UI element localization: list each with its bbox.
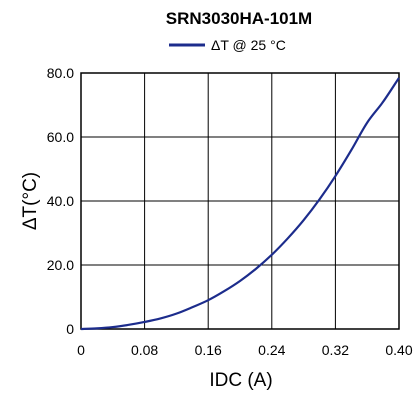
y-tick-label: 20.0 bbox=[47, 257, 74, 273]
y-tick-labels: 0 20.0 40.0 60.0 80.0 bbox=[47, 65, 74, 337]
x-tick-label: 0.32 bbox=[322, 342, 349, 358]
y-tick-label: 40.0 bbox=[47, 193, 74, 209]
grid bbox=[80, 72, 400, 330]
x-tick-label: 0.24 bbox=[258, 342, 285, 358]
legend-label: ΔT @ 25 °C bbox=[211, 37, 286, 53]
x-tick-label: 0.08 bbox=[131, 342, 158, 358]
x-tick-label: 0.16 bbox=[195, 342, 222, 358]
x-tick-label: 0.40 bbox=[385, 342, 412, 358]
y-tick-label: 60.0 bbox=[47, 129, 74, 145]
x-axis-label: IDC (A) bbox=[209, 370, 272, 391]
plot-frame bbox=[80, 72, 400, 330]
chart-title: SRN3030HA-101M bbox=[166, 9, 312, 28]
x-tick-label: 0 bbox=[77, 342, 85, 358]
y-axis-label: ΔT(°C) bbox=[20, 172, 41, 230]
y-tick-label: 0 bbox=[66, 321, 74, 337]
x-tick-labels: 0 0.08 0.16 0.24 0.32 0.40 bbox=[77, 342, 413, 358]
legend: ΔT @ 25 °C bbox=[169, 37, 286, 53]
y-tick-label: 80.0 bbox=[47, 65, 74, 81]
series-line-delta-t bbox=[80, 77, 400, 331]
